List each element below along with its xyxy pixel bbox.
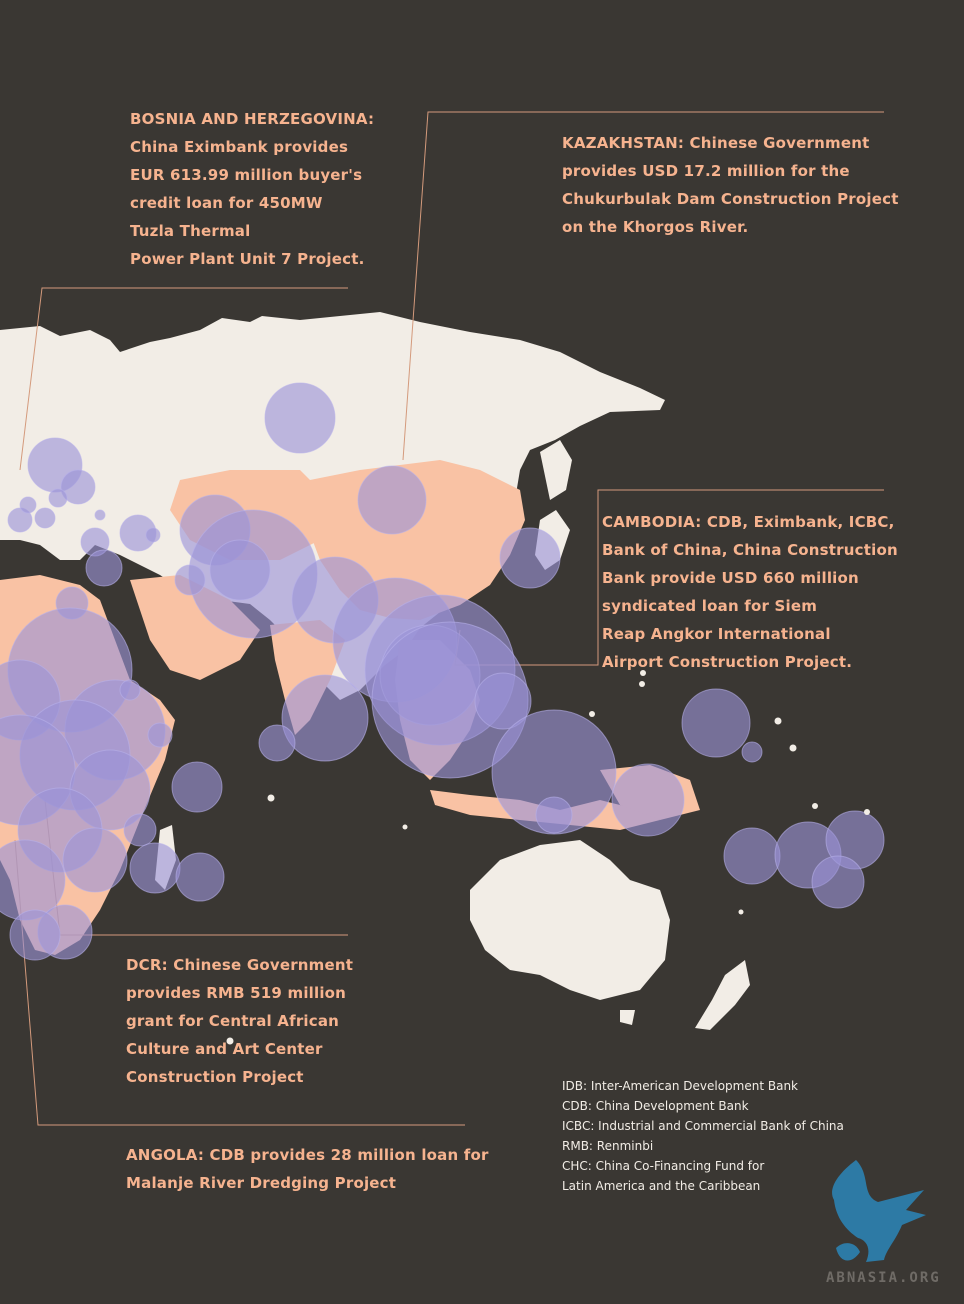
callout-line: Malanje River Dredging Project (126, 1174, 397, 1192)
small-project-dot (738, 909, 744, 915)
legend-line: CDB: China Development Bank (562, 1099, 749, 1113)
project-bubble (535, 796, 573, 834)
callout-line: BOSNIA AND HERZEGOVINA: (130, 110, 375, 128)
project-bubble (145, 527, 161, 543)
callout-line: grant for Central African (126, 1012, 340, 1030)
callout-line: Bank of China, China Construction (602, 541, 898, 559)
project-bubble (264, 382, 336, 454)
callout-line: Tuzla Thermal (130, 222, 251, 240)
project-bubble (147, 722, 173, 748)
callout-kazakhstan: KAZAKHSTAN: Chinese Government provides … (562, 129, 899, 241)
project-bubble (681, 688, 751, 758)
leader-line-kazakhstan (402, 111, 884, 461)
project-bubble (611, 763, 685, 837)
legend-line: RMB: Renminbi (562, 1139, 654, 1153)
project-bubbles (0, 382, 885, 961)
small-project-dot (639, 681, 645, 687)
callout-line: Culture and Art Center (126, 1040, 323, 1058)
small-project-dot (789, 744, 797, 752)
callout-line: CAMBODIA: CDB, Eximbank, ICBC, (602, 513, 895, 531)
project-bubble (811, 855, 865, 909)
callout-line: Bank provide USD 660 million (602, 569, 859, 587)
legend-line: IDB: Inter-American Development Bank (562, 1079, 798, 1093)
small-project-dot (402, 824, 408, 830)
project-bubble (281, 674, 369, 762)
project-bubble (9, 909, 61, 961)
callout-dcr: DCR: Chinese Government provides RMB 519… (126, 951, 353, 1091)
small-project-dot (812, 803, 818, 809)
project-bubble (60, 469, 96, 505)
project-bubble (209, 539, 271, 601)
project-bubble (723, 827, 781, 885)
legend-line: CHC: China Co-Financing Fund for (562, 1159, 765, 1173)
project-bubble (258, 724, 296, 762)
callout-line: syndicated loan for Siem (602, 597, 818, 615)
callout-cambodia: CAMBODIA: CDB, Eximbank, ICBC, Bank of C… (602, 508, 898, 676)
project-bubble (175, 852, 225, 902)
project-bubble (174, 564, 206, 596)
island-dots (226, 670, 870, 1045)
callout-bosnia: BOSNIA AND HERZEGOVINA: China Eximbank p… (130, 105, 374, 273)
small-project-dot (864, 809, 870, 815)
project-bubble (19, 496, 37, 514)
tasmania-landmass (620, 1010, 635, 1025)
australia-landmass (470, 840, 670, 1000)
callout-line: credit loan for 450MW (130, 194, 323, 212)
small-project-dot (267, 794, 275, 802)
project-bubble (499, 527, 561, 589)
callout-line: KAZAKHSTAN: Chinese Government (562, 134, 870, 152)
leader-line-bosnia (19, 287, 348, 471)
callout-line: Airport Construction Project. (602, 653, 853, 671)
small-project-dot (226, 1037, 234, 1045)
project-bubble (123, 813, 157, 847)
small-project-dot (640, 670, 646, 676)
project-bubble (474, 672, 532, 730)
callout-line: ANGOLA: CDB provides 28 million loan for (126, 1146, 489, 1164)
project-bubble (48, 488, 68, 508)
project-bubble (85, 549, 123, 587)
callout-line: provides USD 17.2 million for the (562, 162, 850, 180)
callout-line: provides RMB 519 million (126, 984, 347, 1002)
small-project-dot (774, 717, 782, 725)
kamchatka-landmass (540, 440, 572, 500)
legend-line: ICBC: Industrial and Commercial Bank of … (562, 1119, 844, 1133)
project-bubble (119, 679, 141, 701)
project-bubble (94, 509, 106, 521)
callout-line: China Eximbank provides (130, 138, 349, 156)
abbreviation-legend: IDB: Inter-American Development Bank CDB… (562, 1076, 844, 1196)
callout-line: Chukurbulak Dam Construction Project (562, 190, 899, 208)
callout-line: Reap Angkor International (602, 625, 831, 643)
project-bubble (7, 507, 33, 533)
callout-line: EUR 613.99 million buyer's (130, 166, 363, 184)
callout-line: Power Plant Unit 7 Project. (130, 250, 365, 268)
project-bubble (34, 507, 56, 529)
new-zealand-landmass (695, 960, 750, 1030)
callout-line: Construction Project (126, 1068, 304, 1086)
watermark-text: ABNASIA.ORG (826, 1270, 941, 1286)
callout-line: on the Khorgos River. (562, 218, 749, 236)
project-bubble (491, 709, 617, 835)
project-bubble (129, 842, 181, 894)
callout-angola: ANGOLA: CDB provides 28 million loan for… (126, 1141, 489, 1197)
project-bubble (357, 465, 427, 535)
small-project-dot (589, 711, 595, 717)
griffin-logo-icon (832, 1160, 926, 1262)
project-bubble (741, 741, 763, 763)
legend-line: Latin America and the Caribbean (562, 1179, 761, 1193)
project-bubble (62, 827, 128, 893)
callout-line: DCR: Chinese Government (126, 956, 354, 974)
project-bubble (171, 761, 223, 813)
